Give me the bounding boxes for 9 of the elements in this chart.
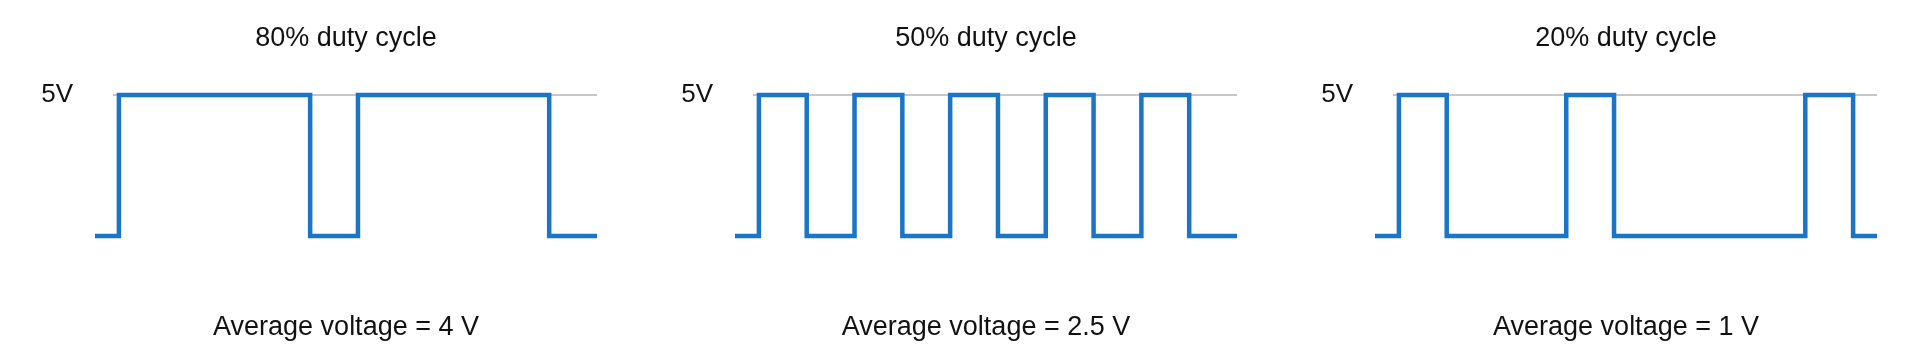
chart-title: 20% duty cycle [1535, 22, 1717, 53]
ref-line-label: 5V [41, 78, 74, 109]
ref-line-label: 5V [681, 78, 714, 109]
text: Average voltage = 2.5 V [841, 311, 1131, 342]
ref-line-label: 5V [1321, 78, 1354, 109]
chart-title: 50% duty cycle [895, 22, 1077, 53]
chart-title: 80% duty cycle [255, 22, 437, 53]
text: Average voltage = 4 V [213, 311, 479, 342]
text: Average voltage = 1 V [1493, 311, 1759, 342]
